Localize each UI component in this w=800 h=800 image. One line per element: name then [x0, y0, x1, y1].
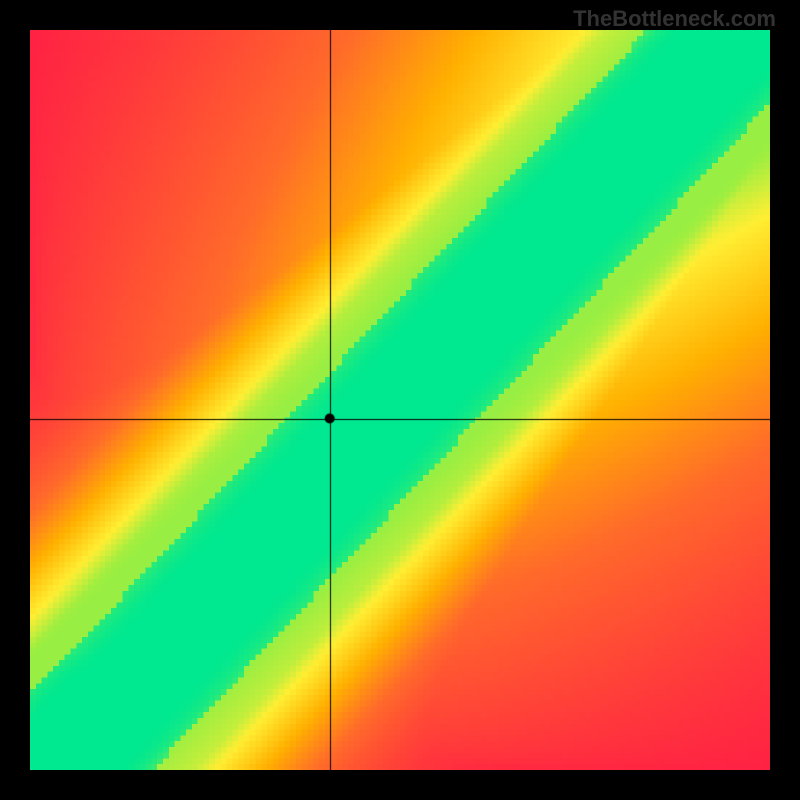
crosshair-overlay [30, 30, 770, 770]
chart-container: TheBottleneck.com [0, 0, 800, 800]
watermark-text: TheBottleneck.com [573, 6, 776, 32]
